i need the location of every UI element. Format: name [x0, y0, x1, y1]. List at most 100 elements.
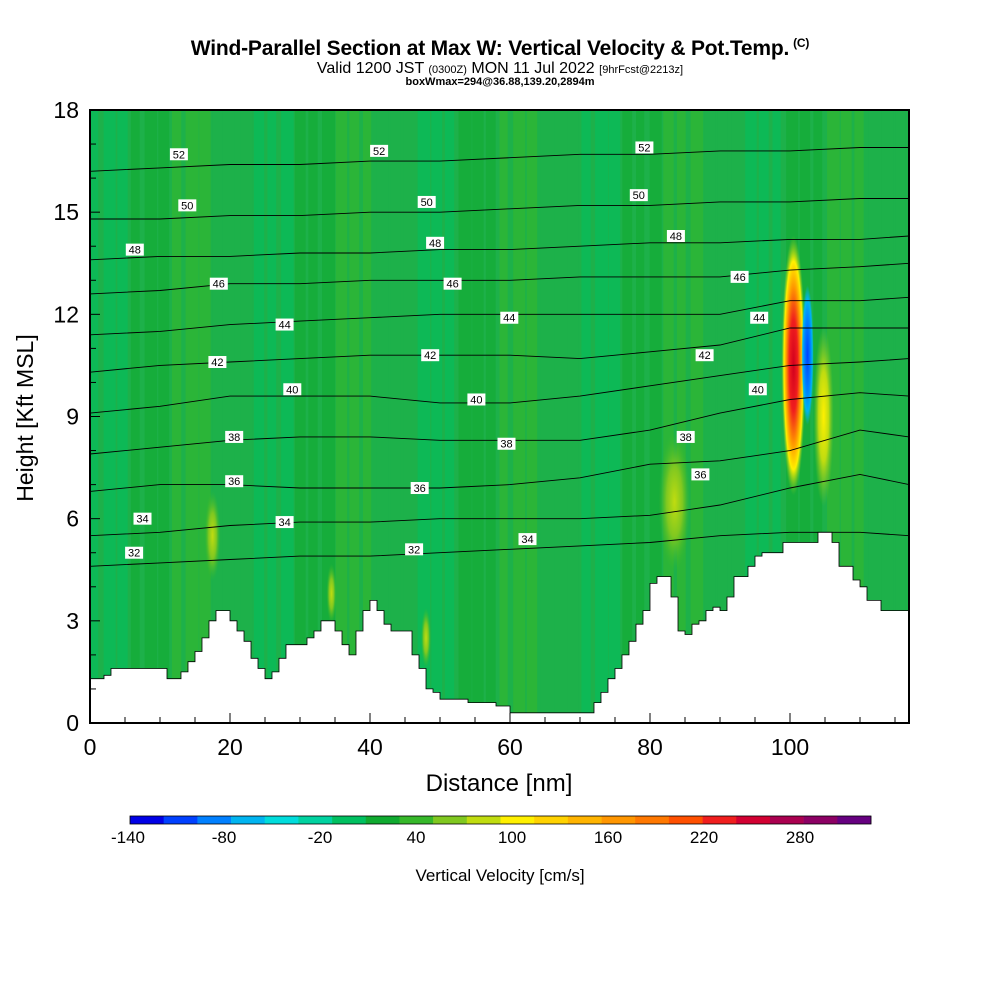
colorbar-swatch [803, 816, 838, 824]
velocity-streak [158, 110, 170, 723]
colorbar-swatch [298, 816, 333, 824]
contour-label-text: 50 [633, 190, 645, 202]
contour-label-text: 38 [500, 439, 512, 451]
contour-label: 50 [178, 199, 197, 212]
forecast-info: [9hrFcst@2213z] [599, 64, 684, 76]
updraft-cell [204, 490, 221, 581]
y-tick-label: 12 [53, 301, 79, 327]
contour-label: 34 [275, 516, 294, 529]
velocity-streak [363, 110, 372, 723]
contour-label-text: 32 [408, 544, 420, 556]
velocity-streak [499, 110, 508, 723]
contour-label-text: 36 [414, 483, 426, 495]
velocity-streak [390, 110, 401, 723]
velocity-streak [595, 110, 609, 723]
colorbar: -140 -80 -20 40 100 160 220 280 [111, 815, 872, 847]
colorbar-tick-label: 220 [690, 828, 718, 847]
contour-label-text: 48 [429, 238, 441, 250]
velocity-streak [212, 110, 223, 723]
colorbar-tick-label: 100 [498, 828, 526, 847]
contour-label: 46 [730, 270, 749, 284]
y-axis: 0 3 6 9 12 15 18 [53, 97, 100, 736]
contour-label: 36 [691, 468, 710, 481]
velocity-streak [403, 110, 413, 723]
contour-label-text: 50 [421, 197, 433, 209]
velocity-streak [103, 110, 116, 723]
contour-label-text: 40 [752, 384, 764, 396]
contour-label-text: 46 [446, 279, 458, 291]
contour-label-text: 42 [211, 357, 223, 369]
contour-label: 48 [426, 236, 445, 250]
colorbar-swatch [769, 816, 804, 824]
contour-label: 32 [125, 546, 144, 560]
velocity-streak [117, 110, 128, 723]
contour-label: 36 [410, 482, 429, 495]
colorbar-tick-label: -80 [212, 828, 237, 847]
contour-label: 44 [500, 311, 519, 325]
velocity-streak [895, 110, 906, 723]
valid-utc: (0300Z) [428, 64, 467, 76]
valid-time: Valid 1200 JST [316, 60, 424, 77]
velocity-streak [417, 110, 431, 723]
colorbar-tick-label: -20 [308, 828, 333, 847]
theta-contour-42 [90, 327, 909, 373]
y-tick-label: 3 [66, 608, 79, 634]
contour-label-text: 42 [698, 350, 710, 362]
colorbar-swatch [736, 816, 771, 824]
velocity-streak [636, 110, 645, 723]
colorbar-tick-label: 40 [407, 828, 426, 847]
colorbar-tick-label: 160 [594, 828, 622, 847]
x-tick-label: 40 [357, 734, 383, 760]
velocity-streak [554, 110, 567, 723]
contour-label: 44 [750, 311, 769, 325]
colorbar-swatch [231, 816, 266, 824]
velocity-streak [622, 110, 633, 723]
contour-label-text: 52 [173, 149, 185, 161]
contour-label: 42 [208, 356, 227, 369]
contour-label: 38 [497, 437, 516, 451]
contour-label: 52 [169, 148, 188, 161]
contour-label-text: 34 [136, 514, 148, 526]
contour-label-text: 52 [373, 146, 385, 158]
contour-label: 46 [209, 277, 228, 291]
velocity-streak [185, 110, 199, 723]
contour-label-text: 38 [228, 432, 240, 444]
contour-label-text: 50 [181, 200, 193, 212]
colorbar-tick-label: 280 [786, 828, 814, 847]
contour-label: 38 [225, 430, 244, 444]
velocity-streak [690, 110, 704, 723]
valid-date: MON 11 Jul 2022 [471, 60, 595, 77]
theta-contour-labels: 52 52 52 50 50 50 48 48 48 46 46 46 44 44 44 42 42 42 40 40… [125, 141, 769, 560]
updraft-cell [813, 326, 834, 507]
colorbar-swatch [567, 816, 602, 824]
box-wmax-info: boxWmax=294@36.88,139.20,2894m [405, 76, 595, 88]
contour-label: 40 [467, 393, 486, 406]
contour-label-text: 52 [638, 142, 650, 154]
x-tick-label: 100 [771, 734, 809, 760]
velocity-streak [294, 110, 306, 723]
velocity-streak [581, 110, 591, 723]
velocity-streak [130, 110, 140, 723]
y-axis-label: Height [Kft MSL] [12, 334, 38, 501]
velocity-streak [868, 110, 882, 723]
colorbar-swatch [635, 816, 670, 824]
velocity-streak [676, 110, 686, 723]
velocity-streak [472, 110, 484, 723]
velocity-streak [267, 110, 277, 723]
colorbar-swatch [433, 816, 468, 824]
velocity-streak [335, 110, 348, 723]
x-axis-label: Distance [nm] [426, 770, 573, 797]
colorbar-swatch [534, 816, 569, 824]
velocity-streak [308, 110, 318, 723]
x-tick-label: 20 [217, 734, 243, 760]
contour-label: 38 [676, 430, 695, 444]
colorbar-swatch [399, 816, 434, 824]
colorbar-swatch [702, 816, 737, 824]
updraft-cell [658, 431, 691, 572]
colorbar-swatch [197, 816, 232, 824]
colorbar-swatch [332, 816, 367, 824]
velocity-streak [458, 110, 472, 723]
contour-label: 32 [405, 543, 424, 556]
theta-contour-32 [90, 531, 909, 567]
velocity-streak [731, 110, 745, 723]
